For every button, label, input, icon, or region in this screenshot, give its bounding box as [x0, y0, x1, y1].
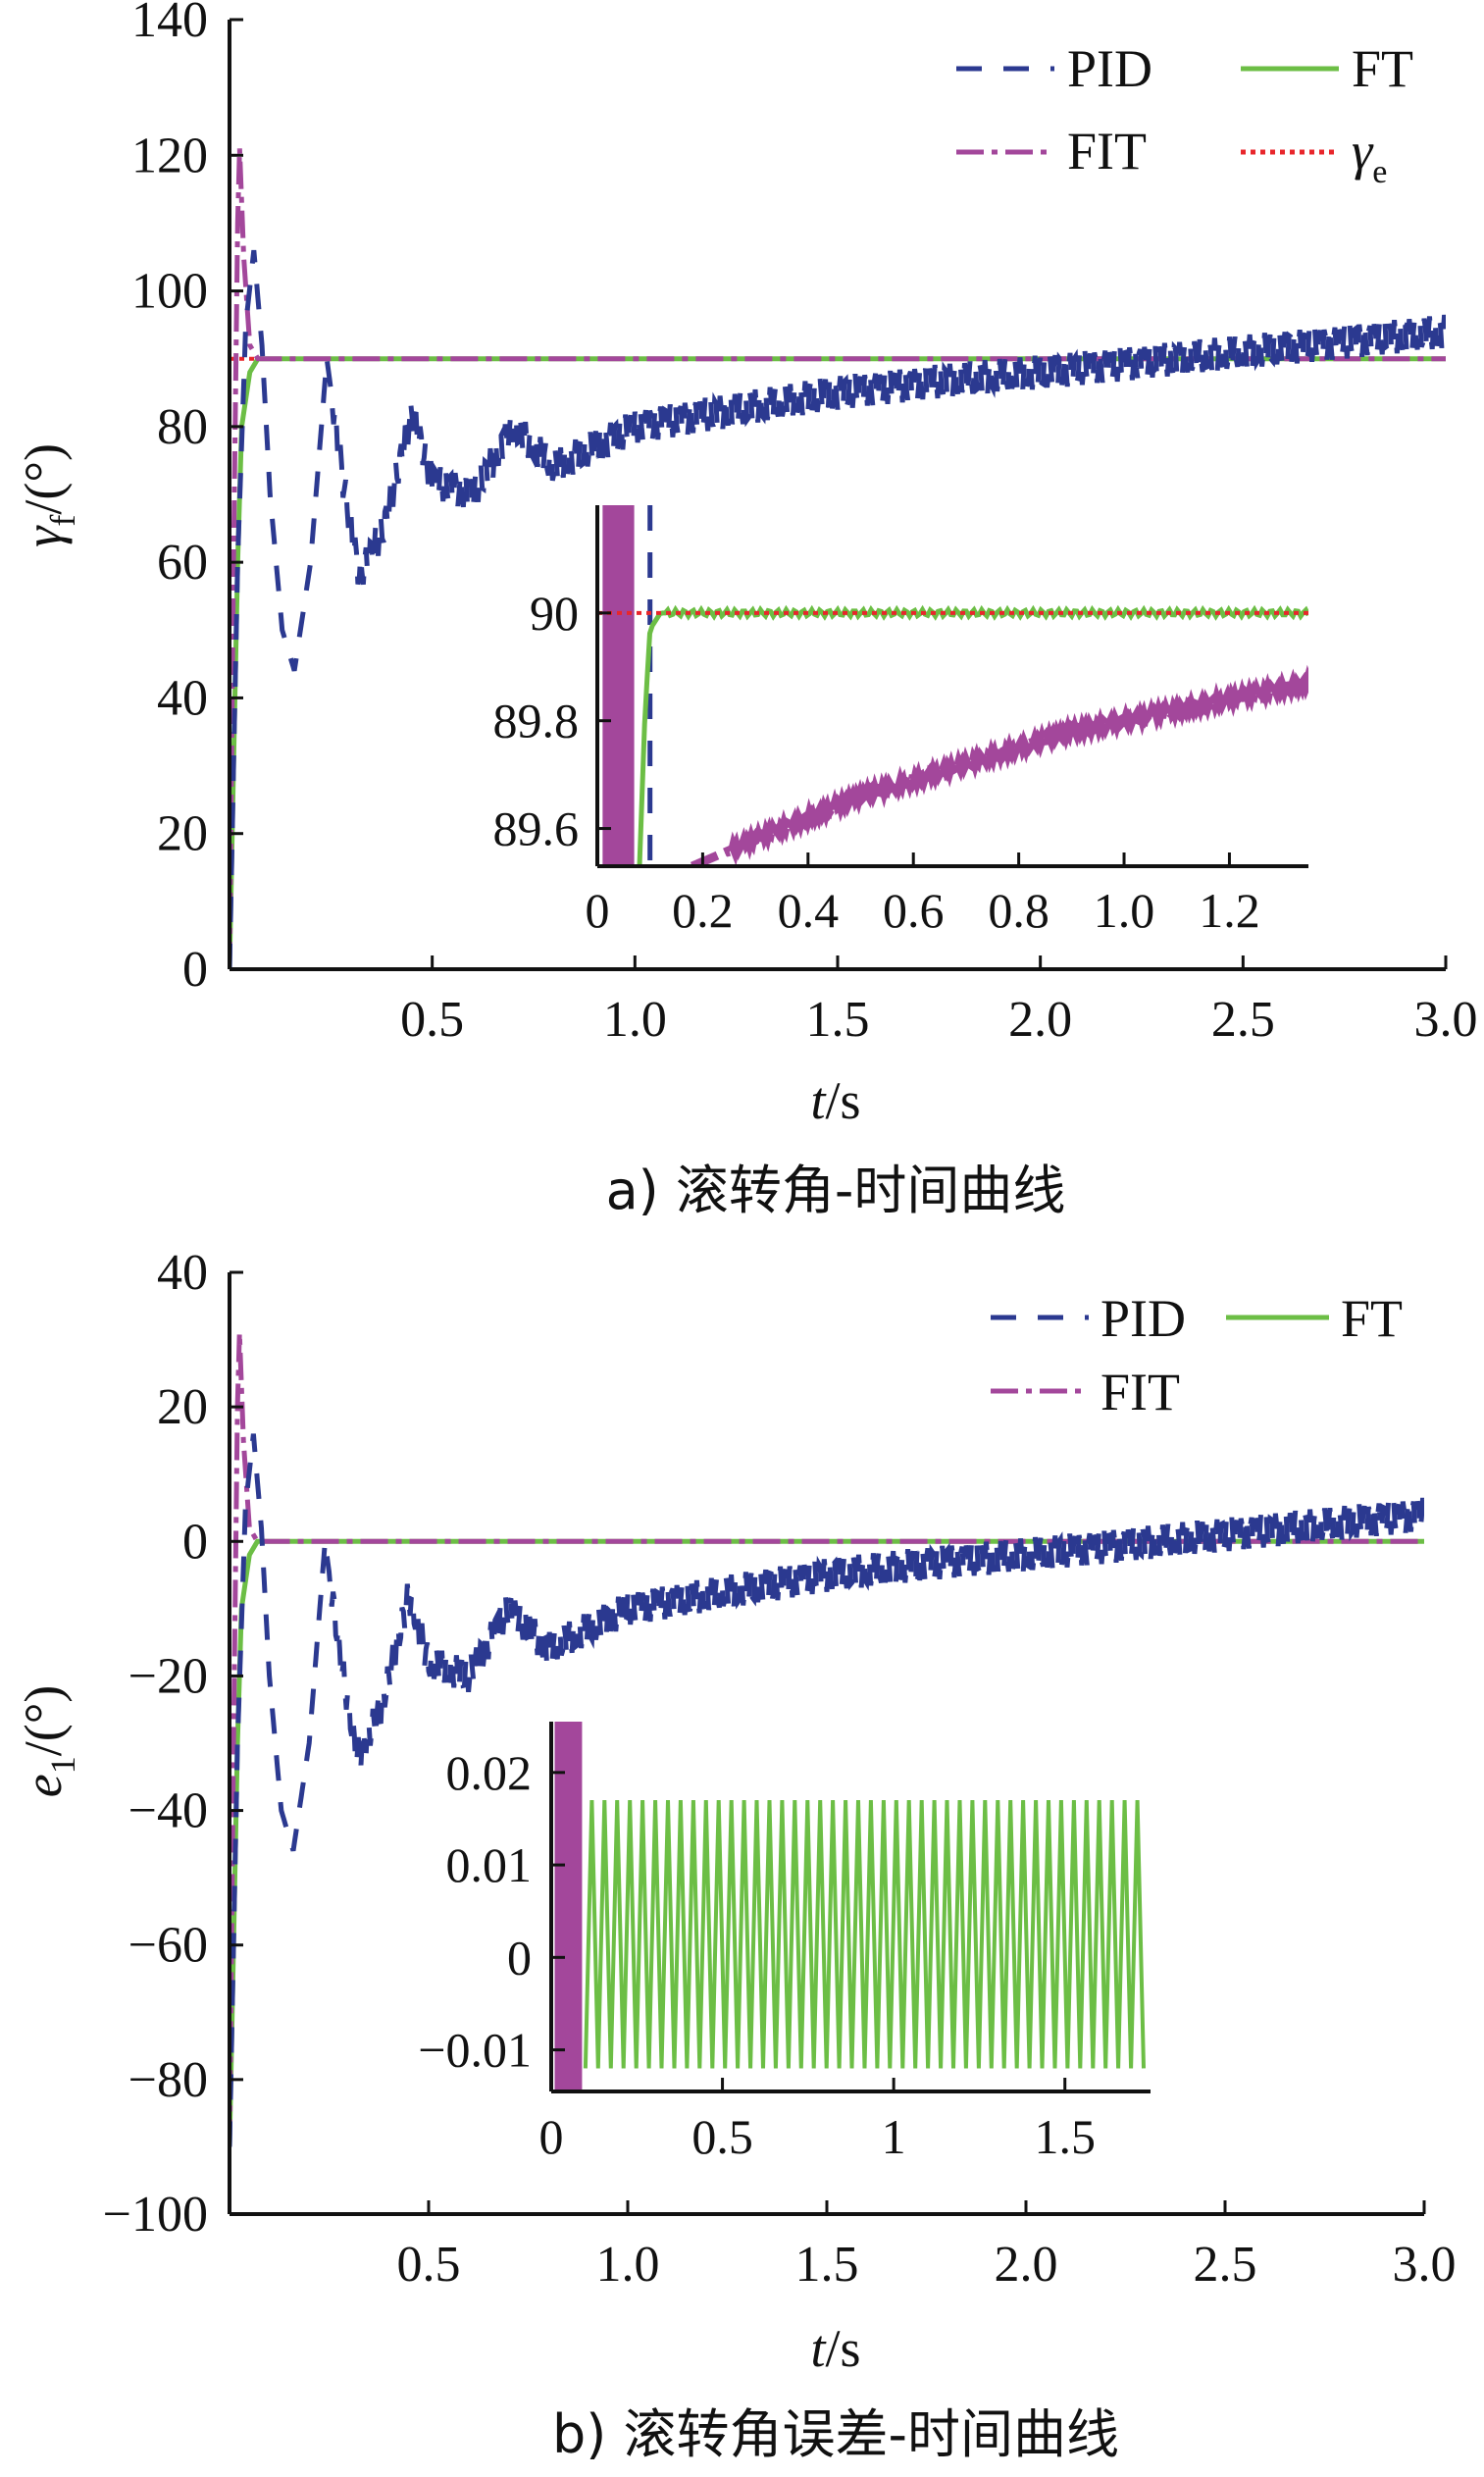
chart-b-inset-xtick-label: 0 [539, 2109, 564, 2164]
chart-a-ytick-label: 120 [131, 128, 208, 183]
legend-a-ref-symbol: γ [1352, 122, 1374, 181]
chart-b-xtick-label: 2.5 [1194, 2237, 1257, 2293]
chart-a-ylabel: γf/(°) [14, 443, 82, 547]
legend-a-ft-label: FT [1352, 39, 1413, 98]
chart-b-ytick-label: 20 [157, 1379, 208, 1435]
chart-a-inset-xtick-label: 0.6 [883, 883, 945, 938]
chart-b-ytick-label: 40 [157, 1245, 208, 1301]
chart-b-inset-xtick-label: 1 [882, 2109, 906, 2164]
chart-a-ylabel-unit: /(°) [14, 443, 73, 515]
chart-b-xtick-label: 0.5 [397, 2237, 461, 2293]
chart-b-inset-xtick-label: 0.5 [691, 2109, 753, 2164]
chart-a-xlabel-var: t [810, 1071, 827, 1130]
chart-b-xlabel-var: t [810, 2319, 827, 2378]
chart-b-inset-ytick-label: 0.01 [446, 1837, 533, 1892]
series-a-pid [230, 249, 1446, 969]
chart-b-ytick-label: −40 [128, 1783, 208, 1839]
legend-a-ref-label: γe [1352, 122, 1387, 190]
chart-a-xtick-label: 3.0 [1414, 992, 1478, 1048]
chart-b-inset-ytick-label: −0.01 [418, 2023, 532, 2078]
chart-b-ylabel: e1/(°) [14, 1685, 82, 1798]
chart-a-inset-xtick-label: 0.2 [672, 883, 734, 938]
chart-b-ytick-label: −100 [103, 2187, 208, 2243]
chart-a-inset-ticks: 89.6 89.8 90 0 0.2 0.4 0.6 0.8 1.0 1.2 [493, 586, 1260, 938]
chart-b-xtick-label: 2.0 [995, 2237, 1058, 2293]
chart-a-xtick-label: 1.0 [603, 992, 667, 1048]
series-b-fit [230, 1332, 1424, 2147]
series-bi-ft [583, 1800, 1146, 2069]
chart-b-ytick-label: 0 [182, 1514, 208, 1570]
chart-a-inset-xtick-label: 0.8 [988, 883, 1049, 938]
chart-a-inset-ytick-label: 90 [530, 586, 579, 641]
chart-a-ytick-label: 100 [131, 264, 208, 320]
chart-a-xtick-label: 1.5 [806, 992, 870, 1048]
chart-a-inset-ytick-label: 89.8 [493, 694, 580, 748]
chart-a-ytick-label: 80 [157, 399, 208, 455]
chart-b-xtick-label: 1.5 [795, 2237, 859, 2293]
legend-a-ref-sub: e [1372, 154, 1387, 190]
chart-a-inset-ytick-label: 89.6 [493, 801, 580, 856]
chart-b-ylabel-unit: /(°) [14, 1685, 73, 1757]
chart-b-inset-series [554, 1722, 1146, 2091]
chart-b-ylabel-symbol: e [14, 1774, 73, 1797]
chart-a-inset-xtick-label: 1.0 [1094, 883, 1155, 938]
chart-b-ticks: −100 −80 −60 −40 −20 0 20 40 0.5 1.0 1.5 2.0 2.5 3.0 [103, 1245, 1457, 2293]
chart-a-ytick-label: 20 [157, 806, 208, 862]
series-b-pid [230, 1433, 1424, 2147]
legend-b-pid-label: PID [1100, 1289, 1186, 1348]
chart-a-ylabel-sub: f [43, 515, 82, 527]
chart-a-inset-xtick-label: 0 [586, 883, 610, 938]
chart-a-xlabel-unit: /s [825, 1071, 860, 1130]
series-ai-fit-band [602, 505, 635, 866]
chart-a-ticks: 0 20 40 60 80 100 120 140 0.5 1.0 1.5 2.0 2.5 3.0 [131, 0, 1478, 1048]
chart-a-ytick-label: 140 [131, 0, 208, 48]
chart-a-xlabel: t/s [810, 1071, 860, 1130]
chart-b-xtick-label: 1.0 [596, 2237, 660, 2293]
chart-a-inset-series [597, 505, 1308, 866]
chart-b-inset-xtick-label: 1.5 [1034, 2109, 1096, 2164]
chart-b-ytick-label: −60 [128, 1918, 208, 1974]
chart-a-ytick-label: 40 [157, 670, 208, 726]
chart-b-ylabel-sub: 1 [43, 1756, 82, 1774]
chart-b-inset-ytick-label: 0 [507, 1930, 532, 1985]
legend-a-pid-label: PID [1067, 39, 1152, 98]
chart-a-inset-plot [597, 505, 1308, 866]
chart-a-inset-bg [597, 505, 1308, 866]
chart-b-ytick-label: −20 [128, 1648, 208, 1704]
chart-a-ylabel-symbol: γ [14, 525, 73, 547]
chart-b-legend: PID FT FIT [991, 1289, 1403, 1421]
chart-a-ytick-label: 0 [182, 942, 208, 998]
chart-a-xtick-label: 0.5 [400, 992, 464, 1048]
legend-b-fit-label: FIT [1100, 1363, 1180, 1421]
chart-a-xtick-label: 2.0 [1008, 992, 1072, 1048]
chart-a-inset-xtick-label: 0.4 [778, 883, 840, 938]
chart-b-xlabel: t/s [810, 2319, 860, 2378]
chart-a-inset-xtick-label: 1.2 [1199, 883, 1260, 938]
chart-b-ytick-label: −80 [128, 2052, 208, 2108]
chart-b-inset-plot [554, 1722, 1146, 2091]
chart-a: 0 20 40 60 80 100 120 140 0.5 1.0 1.5 2.0 2.5 3.0 89.… [14, 0, 1478, 1221]
chart-a-xtick-label: 2.5 [1211, 992, 1275, 1048]
chart-a-caption: a) 滚转角-时间曲线 [606, 1160, 1066, 1221]
legend-a-fit-label: FIT [1067, 122, 1147, 181]
chart-b-caption: b) 滚转角误差-时间曲线 [552, 2403, 1119, 2465]
chart-b-xtick-label: 3.0 [1393, 2237, 1457, 2293]
legend-b-ft-label: FT [1341, 1289, 1403, 1348]
chart-b-xlabel-unit: /s [825, 2319, 860, 2378]
chart-b-inset-ytick-label: 0.02 [446, 1745, 533, 1800]
series-a-fit [230, 148, 1446, 969]
chart-a-ytick-label: 60 [157, 535, 208, 591]
chart-a-legend: PID FT FIT γe [956, 39, 1413, 190]
series-ai-pid [690, 664, 1308, 866]
series-bi-fit-band [554, 1722, 583, 2091]
